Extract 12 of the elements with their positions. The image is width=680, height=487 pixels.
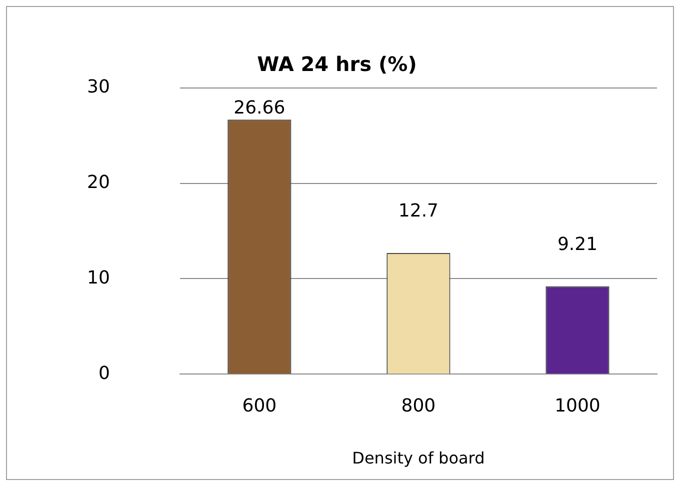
chart-title: WA 24 hrs (%) [257, 52, 417, 76]
y-tick-label: 20 [87, 172, 110, 193]
x-axis-title: Density of board [352, 448, 485, 468]
y-tick-label: 10 [87, 267, 110, 288]
data-label: 26.66 [234, 97, 286, 118]
x-tick-label: 800 [401, 396, 436, 417]
x-tick-label: 1000 [554, 396, 600, 417]
data-label: 12.7 [398, 200, 438, 222]
y-tick-label: 0 [98, 362, 110, 384]
y-tick-label: 30 [87, 76, 110, 98]
data-label: 9.21 [557, 234, 598, 255]
x-tick-label: 600 [242, 396, 277, 417]
